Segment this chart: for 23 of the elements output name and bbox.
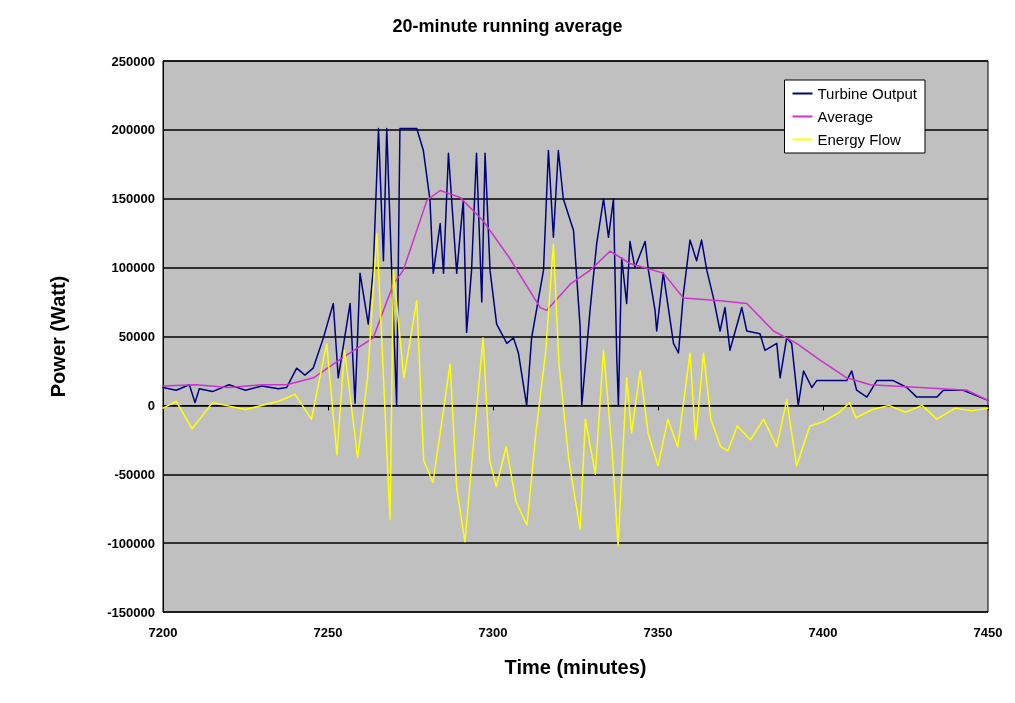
- y-tick-label: 100000: [111, 260, 155, 276]
- y-tick-label: 150000: [111, 191, 155, 207]
- x-tick-label: 7300: [478, 625, 508, 640]
- chart-title: 20-minute running average: [392, 16, 623, 36]
- x-tick-label: 7200: [148, 625, 178, 640]
- y-tick-label: 0: [147, 397, 155, 413]
- y-tick-label: 200000: [111, 122, 155, 138]
- y-tick-label: 250000: [111, 53, 155, 69]
- line-series: [162, 232, 989, 547]
- legend-label: Turbine Output: [817, 85, 918, 102]
- legend-label: Average: [817, 108, 874, 125]
- line-series: [162, 189, 989, 402]
- y-tick-label: 50000: [118, 329, 155, 344]
- x-axis-title: Time (minutes): [504, 656, 647, 678]
- x-tick-label: 7350: [643, 625, 673, 640]
- legend-label: Energy Flow: [817, 131, 902, 148]
- x-tick-label: 7450: [973, 625, 1003, 640]
- x-tick-label: 7400: [808, 625, 838, 640]
- x-tick-label: 7250: [313, 625, 343, 640]
- y-tick-label: -100000: [107, 535, 155, 551]
- y-axis-title: Power (Watt): [47, 275, 69, 398]
- y-tick-label: -50000: [114, 466, 155, 482]
- y-tick-label: -150000: [107, 604, 155, 620]
